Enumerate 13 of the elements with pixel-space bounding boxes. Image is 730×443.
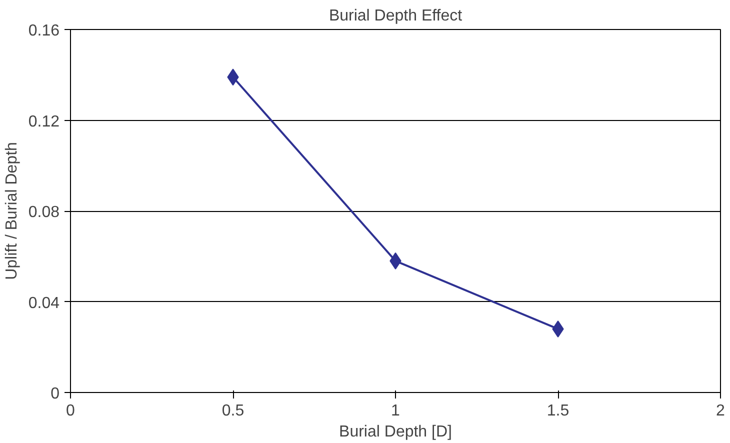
x-axis-title: Burial Depth [D] [339,424,452,440]
y-tick-label: 0.12 [28,113,60,130]
y-axis-title: Uplift / Burial Depth [3,142,20,280]
y-tick-label: 0 [50,386,60,402]
y-tick-label: 0.04 [28,294,60,312]
chart-title: Burial Depth Effect [328,8,463,24]
x-tick-label: 1.5 [546,402,570,420]
x-tick-label: 0.5 [222,402,244,420]
x-tick-label: 2 [716,402,726,420]
x-tick-label: 0 [66,402,76,420]
y-tick-label: 0.08 [28,204,60,221]
y-tick-label: 0.16 [28,22,60,40]
x-tick-label: 1 [391,402,400,420]
